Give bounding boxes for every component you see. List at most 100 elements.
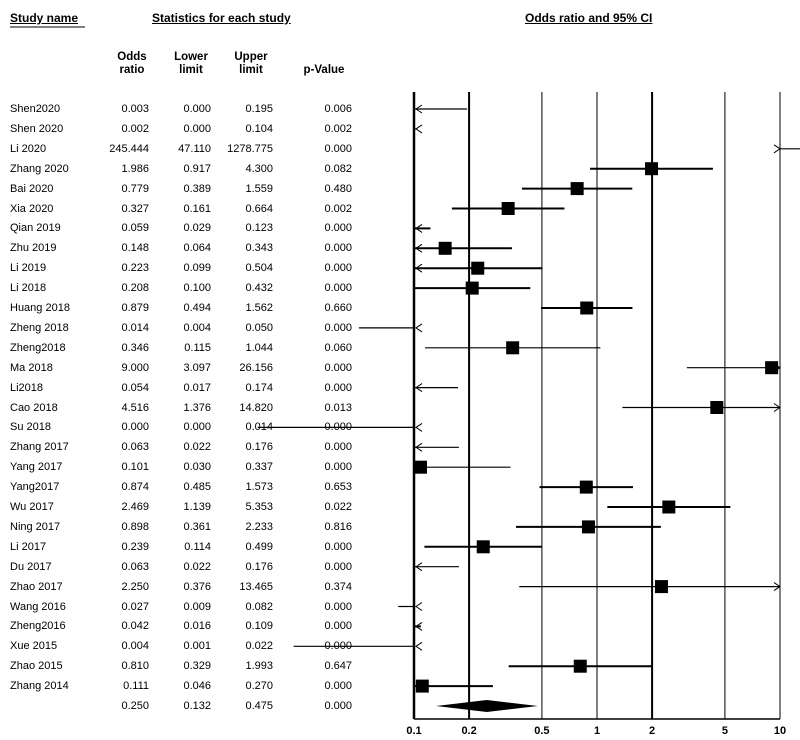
- p-value-value: 0.000: [324, 222, 352, 235]
- study-name: Zhu 2019: [10, 242, 57, 255]
- ci-arrow-left: [415, 104, 423, 114]
- ci-arrow-left: [415, 263, 423, 273]
- study-name: Du 2017: [10, 560, 52, 573]
- summary-diamond: [436, 700, 538, 712]
- upper-limit-value: 1.044: [245, 341, 273, 354]
- odds-ratio-value: 0.063: [121, 441, 149, 454]
- upper-limit-value: 0.082: [245, 600, 273, 613]
- lower-limit-value: 0.376: [183, 580, 211, 593]
- upper-limit-value: 1278.775: [227, 142, 273, 155]
- lower-limit-value: 0.329: [183, 660, 211, 673]
- odds-ratio-marker: [710, 401, 724, 414]
- odds-ratio-marker: [654, 580, 668, 594]
- study-name: Li 2018: [10, 282, 47, 295]
- p-value-value: 0.082: [324, 162, 352, 175]
- study-name: Yang2017: [10, 481, 60, 494]
- odds-ratio-value: 0.042: [121, 620, 149, 633]
- p-value-value: 0.000: [324, 560, 352, 573]
- odds-ratio-value: 0.223: [121, 262, 149, 275]
- upper-limit-value: 0.050: [245, 321, 273, 334]
- upper-limit-value: 0.176: [245, 560, 273, 573]
- lower-limit-value: 0.022: [183, 441, 211, 454]
- ci-arrow-left: [415, 223, 423, 233]
- upper-limit-value: 0.176: [245, 441, 273, 454]
- study-name: Wang 2016: [10, 600, 66, 613]
- x-tick-label: 1: [594, 725, 600, 737]
- study-name: Zhao 2015: [10, 660, 63, 673]
- lower-limit-value: 0.004: [183, 321, 211, 334]
- odds-ratio-value: 9.000: [121, 361, 149, 374]
- lower-limit-value: 0.917: [183, 162, 211, 175]
- odds-ratio-marker: [506, 341, 520, 355]
- odds-ratio-marker: [645, 162, 659, 176]
- study-name: Zheng2018: [10, 341, 66, 354]
- study-name: Shen2020: [10, 103, 61, 115]
- p-value-value: 0.000: [324, 142, 352, 155]
- odds-ratio-value: 0.148: [121, 242, 149, 255]
- upper-limit-value: 13.465: [239, 580, 273, 593]
- p-value-value: 0.000: [324, 361, 352, 374]
- lower-limit-value: 0.030: [183, 461, 211, 474]
- odds-ratio-value: 0.346: [121, 341, 149, 354]
- lower-limit-value: 1.376: [183, 401, 211, 414]
- p-value-value: 0.000: [324, 461, 352, 474]
- study-name: Cao 2018: [10, 401, 58, 414]
- ci-arrow-left: [415, 641, 423, 651]
- statistics-table: Shen2020 0.003 0.000 0.195 0.006 Shen 2020 0.0…: [10, 103, 352, 712]
- lower-limit-value: 3.097: [183, 361, 211, 374]
- statistics-header: Statistics for each study: [152, 11, 291, 25]
- study-name: Huang 2018: [10, 302, 70, 314]
- study-name: Li2018: [10, 381, 44, 394]
- p-value-value: 0.816: [324, 520, 352, 533]
- odds-ratio-marker: [414, 460, 427, 474]
- p-value-value: 0.000: [324, 620, 352, 633]
- odds-ratio-value: 0.059: [121, 222, 149, 235]
- study-name: Li 2020: [10, 142, 47, 155]
- p-value-value: 0.660: [324, 302, 352, 314]
- odds-ratio-marker: [501, 202, 515, 215]
- odds-ratio-value: 0.014: [121, 321, 149, 334]
- lower-limit-value: 0.022: [183, 560, 211, 573]
- lower-limit-value: 0.000: [183, 421, 211, 434]
- lower-limit-value: 0.046: [183, 680, 211, 693]
- odds-ratio-value: 245.444: [109, 142, 149, 155]
- lower-limit-value: 0.161: [183, 202, 211, 215]
- upper-limit-value: 0.174: [245, 381, 273, 394]
- odds-ratio-value: 0.239: [121, 540, 149, 553]
- p-value-value: 0.000: [324, 540, 352, 553]
- upper-limit-value: 0.475: [245, 700, 273, 712]
- study-name: Su 2018: [10, 421, 51, 434]
- odds-ratio-value: 0.101: [121, 461, 149, 474]
- study-name: Ning 2017: [10, 520, 61, 533]
- upper-limit-value: 0.499: [245, 540, 273, 553]
- upper-limit-value: 0.104: [245, 122, 273, 135]
- odds-ratio-value: 0.004: [121, 640, 149, 653]
- study-name-header: Study name: [10, 11, 79, 25]
- lower-limit-value: 0.389: [183, 182, 211, 195]
- ci-arrow-left: [415, 243, 423, 253]
- lower-limit-value: 47.110: [178, 142, 211, 155]
- p-value-column-header: p-Value: [303, 64, 345, 76]
- odds-ratio-value: 0.208: [121, 282, 149, 295]
- lower-limit-value: 1.139: [183, 501, 211, 513]
- lower-limit-value: 0.099: [183, 262, 211, 275]
- lower-limit-value: 0.016: [183, 620, 211, 633]
- odds-ratio-marker: [465, 281, 479, 295]
- ci-arrow-left: [415, 562, 423, 572]
- odds-ratio-value: 0.002: [121, 122, 149, 135]
- lower-limit-column-header: Lower limit: [174, 51, 208, 76]
- p-value-value: 0.022: [324, 501, 352, 513]
- study-name: Xue 2015: [10, 640, 58, 653]
- ci-arrow-right: [773, 403, 781, 412]
- ci-arrow-left: [415, 442, 423, 452]
- lower-limit-value: 0.114: [184, 540, 211, 553]
- study-name: Zheng 2018: [10, 321, 69, 334]
- upper-limit-value: 2.233: [245, 520, 273, 533]
- upper-limit-value: 0.432: [245, 282, 273, 295]
- p-value-value: 0.002: [324, 122, 352, 135]
- odds-ratio-value: 0.874: [121, 481, 149, 494]
- p-value-value: 0.000: [324, 441, 352, 454]
- odds-ratio-marker: [662, 500, 676, 514]
- ci-arrow-left: [415, 602, 423, 611]
